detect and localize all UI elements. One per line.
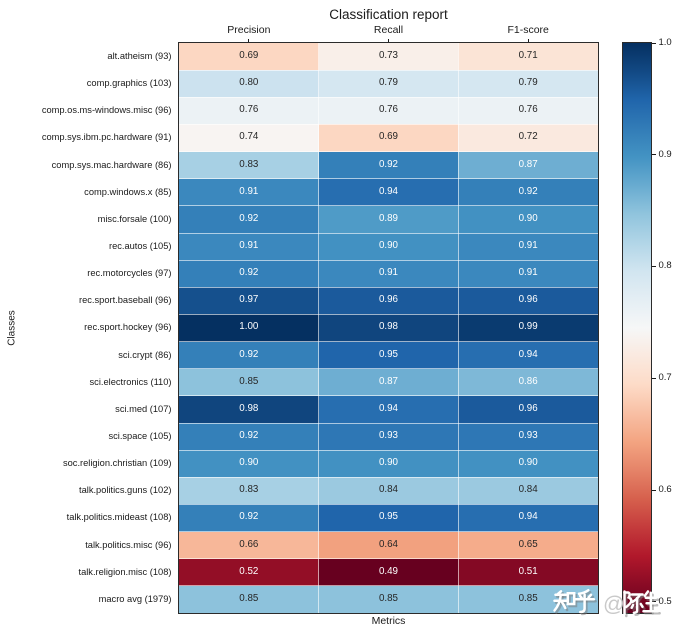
svg-text:@: @	[603, 592, 625, 616]
